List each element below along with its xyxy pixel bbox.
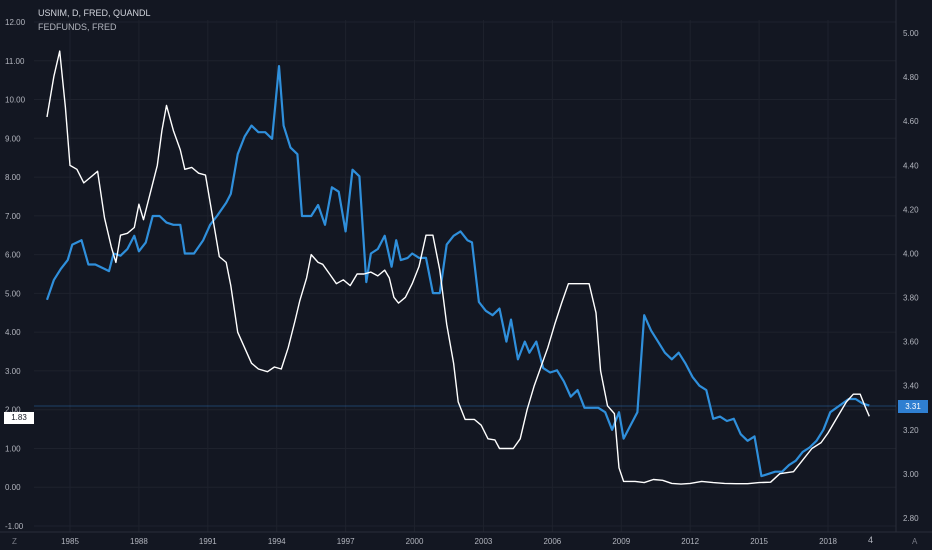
time-tick-label: 2009 [612,537,630,546]
left-tick-label: 0.00 [5,483,21,492]
time-tick-label: 2003 [475,537,493,546]
usnim-last-value-tag: 3.31 [898,400,928,413]
right-tick-label: 4.80 [903,73,919,82]
left-axis[interactable]: 12.00 11.00 10.00 9.00 8.00 7.00 6.00 5.00 4.00 3… [5,18,26,531]
right-tick-label: 4.40 [903,161,919,170]
right-axis[interactable]: 5.00 4.80 4.60 4.40 4.20 4.00 3.80 3.60 3.40 3.20… [895,0,919,532]
fedfunds-line[interactable] [46,50,870,485]
right-tick-label: 3.80 [903,294,919,303]
usnim-line[interactable] [45,65,870,478]
left-tick-label: 3.00 [5,367,21,376]
auto-scale-button[interactable]: A [912,537,918,546]
right-tick-label: 4.00 [903,249,919,258]
left-tick-label: 12.00 [5,18,26,27]
right-tick-label: 3.20 [903,426,919,435]
left-tick-label: 4.00 [5,328,21,337]
left-tick-label: -1.00 [5,522,24,531]
legend-usnim[interactable]: USNIM, D, FRED, QUANDL [38,8,151,18]
time-tick-label: 2012 [681,537,699,546]
time-tick-label: 1994 [268,537,286,546]
right-tick-label: 5.00 [903,29,919,38]
time-axis[interactable]: 1985 1988 1991 1994 1997 2000 2003 2006 2009 2012… [0,531,932,546]
left-tick-label: 11.00 [5,57,25,66]
left-tick-label: 2.00 [5,406,21,415]
right-tick-label: 2.80 [903,514,919,523]
left-tick-label: 9.00 [5,134,21,143]
right-tick-label: 4.60 [903,117,919,126]
time-tick-label: 1985 [61,537,79,546]
time-tick-label: 2015 [750,537,768,546]
right-tick-label: 3.40 [903,382,919,391]
left-tick-label: 5.00 [5,289,21,298]
right-tick-label: 3.60 [903,338,919,347]
fedfunds-last-value-tag: 1.83 [4,412,34,424]
time-tick-label: 2006 [543,537,561,546]
left-tick-label: 8.00 [5,173,21,182]
time-tick-label: 1991 [199,537,217,546]
scale-options-icon[interactable]: 4 [868,535,874,545]
right-tick-label: 3.00 [903,470,919,479]
series-layer [45,50,870,485]
legend-fedfunds[interactable]: FEDFUNDS, FRED [38,22,117,32]
left-tick-label: 7.00 [5,212,21,221]
left-tick-label: 6.00 [5,251,21,260]
grid-lines [34,20,896,532]
time-tick-label: 2000 [406,537,424,546]
right-tick-label: 4.20 [903,205,919,214]
timezone-button[interactable]: Z [12,537,17,546]
time-tick-label: 1988 [130,537,148,546]
time-tick-label: 2018 [819,537,837,546]
left-tick-label: 1.00 [5,444,21,453]
legend[interactable]: USNIM, D, FRED, QUANDL FEDFUNDS, FRED [38,6,151,34]
left-tick-label: 10.00 [5,96,26,105]
time-tick-label: 1997 [337,537,355,546]
